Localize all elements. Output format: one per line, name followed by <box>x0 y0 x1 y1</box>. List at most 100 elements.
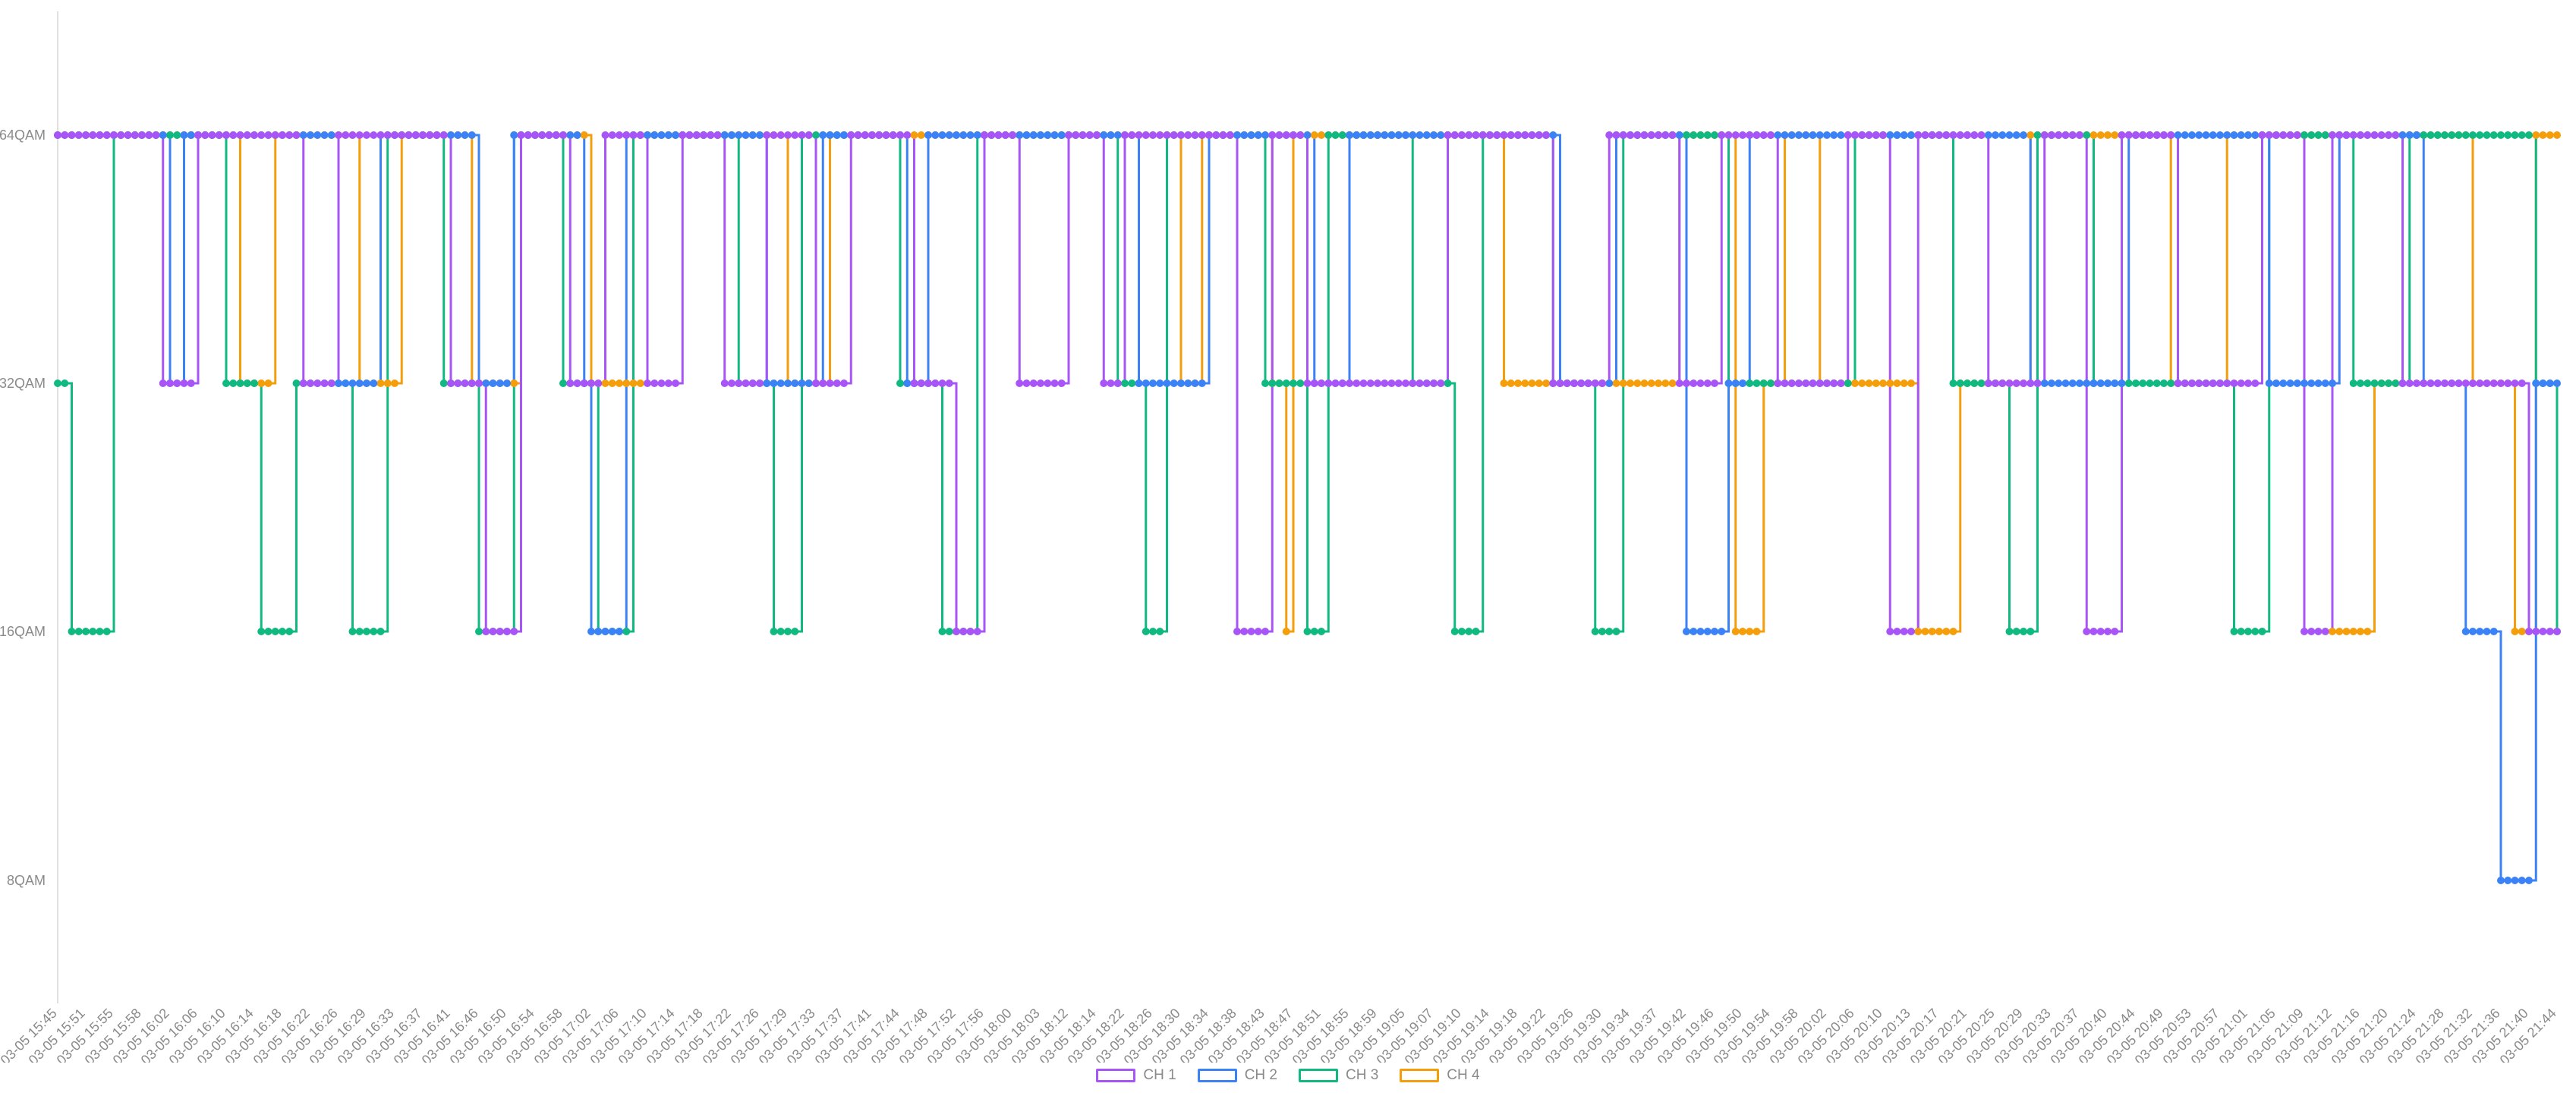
data-point[interactable] <box>1746 131 1754 139</box>
data-point[interactable] <box>819 131 827 139</box>
data-point[interactable] <box>355 379 364 387</box>
data-point[interactable] <box>1683 131 1690 139</box>
data-point[interactable] <box>2461 628 2470 635</box>
data-point[interactable] <box>531 131 539 139</box>
data-point[interactable] <box>1535 131 1543 139</box>
data-point[interactable] <box>2124 379 2133 387</box>
data-point[interactable] <box>475 379 483 387</box>
data-point[interactable] <box>342 379 350 387</box>
data-point[interactable] <box>1057 379 1066 387</box>
data-point[interactable] <box>1655 131 1662 139</box>
data-point[interactable] <box>1921 628 1929 635</box>
data-point[interactable] <box>1591 628 1599 635</box>
data-point[interactable] <box>1935 131 1943 139</box>
data-point[interactable] <box>2026 628 2035 635</box>
data-point[interactable] <box>152 131 160 139</box>
data-point[interactable] <box>1521 379 1529 387</box>
data-point[interactable] <box>2111 379 2119 387</box>
data-point[interactable] <box>629 379 638 387</box>
data-point[interactable] <box>313 379 322 387</box>
data-point[interactable] <box>243 379 251 387</box>
data-point[interactable] <box>131 131 139 139</box>
data-point[interactable] <box>1275 131 1283 139</box>
data-point[interactable] <box>587 628 595 635</box>
data-point[interactable] <box>1205 131 1213 139</box>
data-point[interactable] <box>2181 379 2189 387</box>
data-point[interactable] <box>953 131 960 139</box>
data-point[interactable] <box>1493 131 1501 139</box>
data-point[interactable] <box>2174 379 2182 387</box>
data-point[interactable] <box>1893 379 1901 387</box>
data-point[interactable] <box>2230 628 2238 635</box>
data-point[interactable] <box>348 131 357 139</box>
data-point[interactable] <box>1044 379 1052 387</box>
data-point[interactable] <box>2048 131 2055 139</box>
data-point[interactable] <box>1907 131 1915 139</box>
data-point[interactable] <box>1310 628 1318 635</box>
data-point[interactable] <box>2146 131 2154 139</box>
data-point[interactable] <box>503 379 511 387</box>
data-point[interactable] <box>447 131 455 139</box>
data-point[interactable] <box>756 131 764 139</box>
data-point[interactable] <box>1795 379 1803 387</box>
data-point[interactable] <box>819 379 827 387</box>
data-point[interactable] <box>616 379 623 387</box>
data-point[interactable] <box>1338 379 1346 387</box>
data-point[interactable] <box>1809 131 1817 139</box>
data-point[interactable] <box>236 131 244 139</box>
data-point[interactable] <box>1458 628 1466 635</box>
data-point[interactable] <box>447 379 455 387</box>
data-point[interactable] <box>2104 379 2112 387</box>
data-point[interactable] <box>2532 131 2540 139</box>
data-point[interactable] <box>664 379 672 387</box>
data-point[interactable] <box>672 379 679 387</box>
data-point[interactable] <box>2061 131 2070 139</box>
data-point[interactable] <box>1612 628 1620 635</box>
data-point[interactable] <box>1254 628 1262 635</box>
data-point[interactable] <box>2483 628 2491 635</box>
data-point[interactable] <box>1752 379 1761 387</box>
data-point[interactable] <box>1387 379 1396 387</box>
data-point[interactable] <box>159 379 167 387</box>
data-point[interactable] <box>2293 131 2301 139</box>
data-point[interactable] <box>784 379 792 387</box>
data-point[interactable] <box>1254 131 1262 139</box>
data-point[interactable] <box>2300 131 2308 139</box>
data-point[interactable] <box>1690 628 1698 635</box>
data-point[interactable] <box>1970 131 1979 139</box>
data-point[interactable] <box>924 131 932 139</box>
data-point[interactable] <box>1184 131 1192 139</box>
data-point[interactable] <box>496 628 504 635</box>
data-point[interactable] <box>342 131 350 139</box>
data-point[interactable] <box>2237 628 2245 635</box>
data-point[interactable] <box>1353 379 1361 387</box>
data-point[interactable] <box>1787 131 1796 139</box>
data-point[interactable] <box>2426 131 2435 139</box>
data-point[interactable] <box>1795 131 1803 139</box>
data-point[interactable] <box>1844 131 1852 139</box>
data-point[interactable] <box>1774 379 1782 387</box>
data-point[interactable] <box>1858 131 1866 139</box>
data-point[interactable] <box>1851 379 1859 387</box>
data-point[interactable] <box>2539 379 2547 387</box>
data-point[interactable] <box>1093 131 1101 139</box>
data-point[interactable] <box>1977 379 1986 387</box>
data-point[interactable] <box>2476 131 2484 139</box>
data-point[interactable] <box>320 379 329 387</box>
data-point[interactable] <box>2511 379 2519 387</box>
data-point[interactable] <box>1022 379 1031 387</box>
data-point[interactable] <box>2413 131 2420 139</box>
data-point[interactable] <box>1549 379 1557 387</box>
data-point[interactable] <box>2546 131 2554 139</box>
data-point[interactable] <box>650 131 659 139</box>
data-point[interactable] <box>1500 131 1508 139</box>
data-point[interactable] <box>748 131 757 139</box>
data-point[interactable] <box>370 628 378 635</box>
data-point[interactable] <box>966 131 975 139</box>
data-point[interactable] <box>2329 628 2336 635</box>
data-point[interactable] <box>250 131 258 139</box>
data-point[interactable] <box>292 131 301 139</box>
data-point[interactable] <box>454 379 462 387</box>
data-point[interactable] <box>1746 628 1754 635</box>
data-point[interactable] <box>2272 379 2280 387</box>
